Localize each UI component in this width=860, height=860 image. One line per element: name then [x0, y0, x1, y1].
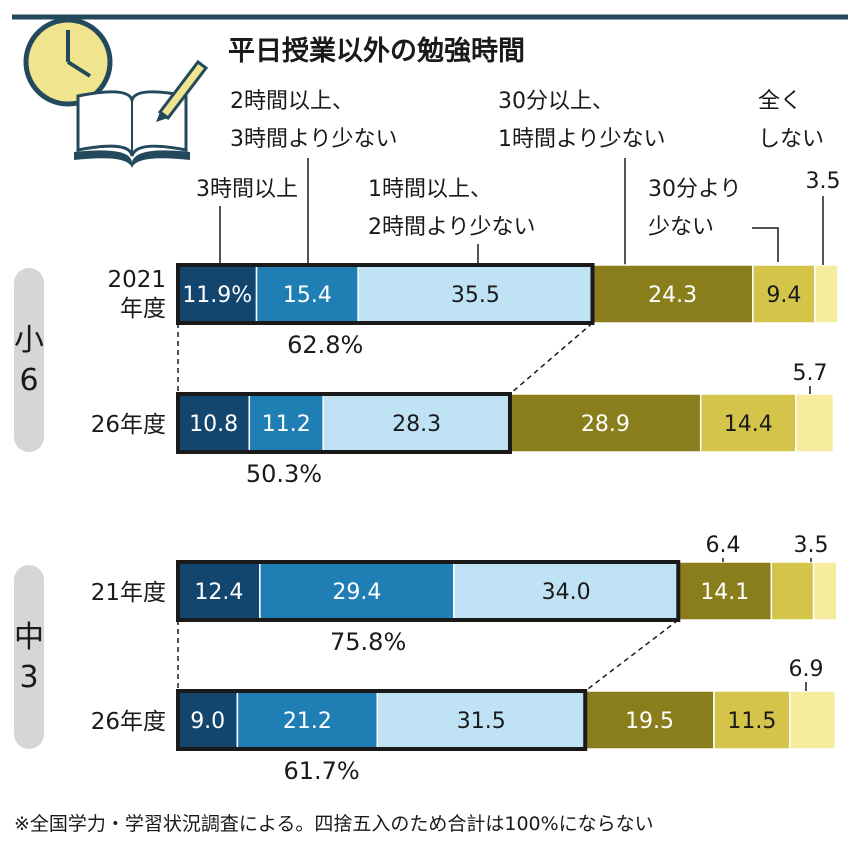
value-label-3: 35.5: [451, 283, 500, 308]
category-label-6: 全く: [758, 89, 802, 114]
value-label-1: 10.8: [189, 412, 238, 437]
group-label-2: 3: [19, 660, 38, 695]
bar-row-1-1: 2021 年度 11.9% 15.4 35.5 24.3 9.4 62.8%: [107, 263, 839, 359]
bar-row-2-1: 21年度 12.4 29.4 34.0 14.1 6.4 3.5 75.8%: [91, 533, 838, 656]
value-label-4: 28.9: [581, 412, 630, 437]
value-label-1: 12.4: [194, 580, 243, 605]
value-label-3: 34.0: [542, 580, 591, 605]
one-hour-plus-outline: [176, 560, 681, 622]
value-label-5: 14.4: [724, 412, 773, 437]
one-hour-plus-outline: [176, 392, 512, 454]
row-label: 21年度: [91, 580, 166, 606]
category-label-3: 2時間より少ない: [368, 215, 536, 240]
subtotal-label: 75.8%: [330, 628, 406, 656]
bar-segment-6: [812, 561, 838, 621]
clock-hand-hour: [66, 60, 92, 78]
value-label-6: 6.9: [789, 657, 824, 682]
bar-segment-3: [376, 690, 586, 750]
one-hour-plus-outline: [176, 689, 588, 751]
value-label-5: 6.4: [706, 533, 741, 558]
bar-segment-2: [255, 264, 359, 324]
row-label: 2021: [107, 267, 166, 293]
value-label-2: 21.2: [283, 709, 332, 734]
value-label-1: 9.0: [190, 709, 225, 734]
value-label-6: 5.7: [793, 361, 828, 386]
bar-segment-2: [248, 393, 324, 453]
value-label-4: 14.1: [700, 580, 749, 605]
bar-segment-4: [677, 561, 773, 621]
category-leader-5: [752, 227, 779, 262]
subtotal-label: 62.8%: [287, 331, 363, 359]
value-label-5: 9.4: [766, 283, 801, 308]
bar-segment-3: [322, 393, 511, 453]
clock-book-pencil-icon: [23, 17, 209, 168]
category-label-4: 30分以上、: [498, 89, 614, 114]
bar-segment-6: [795, 393, 835, 453]
category-label-1: 3時間以上: [196, 177, 298, 202]
bar-segment-6: [789, 690, 837, 750]
bar-segment-4: [584, 690, 715, 750]
category-label-5: 少ない: [648, 215, 714, 240]
subtotal-label: 61.7%: [283, 757, 359, 785]
compare-connector-right: [509, 322, 593, 395]
bar-segment-5: [752, 264, 816, 324]
value-label-2: 11.2: [262, 412, 311, 437]
one-hour-plus-outline: [176, 263, 595, 325]
bar-segment-5: [713, 690, 791, 750]
category-label-2: 2時間以上、: [230, 89, 354, 114]
compare-connector-right: [584, 619, 679, 692]
bar-segment-6: [814, 264, 839, 324]
category-label-2: 3時間より少ない: [230, 127, 398, 152]
group-label-1: 6: [19, 363, 38, 398]
group-label-1: 小: [14, 323, 44, 358]
value-label-4: 19.5: [625, 709, 674, 734]
value-label-2: 29.4: [332, 580, 381, 605]
category-label-4: 1時間より少ない: [498, 127, 666, 152]
book-base: [74, 150, 190, 168]
bar-segment-5: [770, 561, 815, 621]
value-label-5: 11.5: [727, 709, 776, 734]
bar-row-1-2: 26年度 10.8 11.2 28.3 28.9 14.4 5.7 50.3%: [91, 361, 835, 488]
value-label-6: 3.5: [794, 533, 829, 558]
subtotal-label: 50.3%: [246, 460, 322, 488]
chart-title: 平日授業以外の勉強時間: [228, 36, 525, 67]
value-label-6: 3.5: [806, 169, 841, 194]
group-pill-2: [14, 565, 44, 749]
footnote: ※全国学力・学習状況調査による。四捨五入のため合計は100%にならない: [14, 813, 654, 835]
category-label-6: しない: [758, 127, 824, 152]
value-label-1: 11.9%: [182, 283, 252, 308]
row-label: 年度: [120, 296, 166, 322]
bar-row-2-2: 26年度 9.0 21.2 31.5 19.5 11.5 6.9 61.7%: [91, 657, 837, 785]
row-label: 26年度: [91, 709, 166, 735]
category-label-5: 30分より: [648, 177, 742, 202]
value-label-3: 31.5: [457, 709, 506, 734]
group-label-2: 中: [14, 620, 44, 655]
pencil-tip: [156, 112, 168, 122]
value-label-3: 28.3: [392, 412, 441, 437]
group-pill-1: [14, 268, 44, 452]
bar-segment-4: [509, 393, 702, 453]
row-label: 26年度: [91, 412, 166, 438]
value-label-2: 15.4: [283, 283, 332, 308]
value-label-4: 24.3: [648, 283, 697, 308]
category-label-3: 1時間以上、: [368, 177, 492, 202]
bar-segment-5: [699, 393, 797, 453]
